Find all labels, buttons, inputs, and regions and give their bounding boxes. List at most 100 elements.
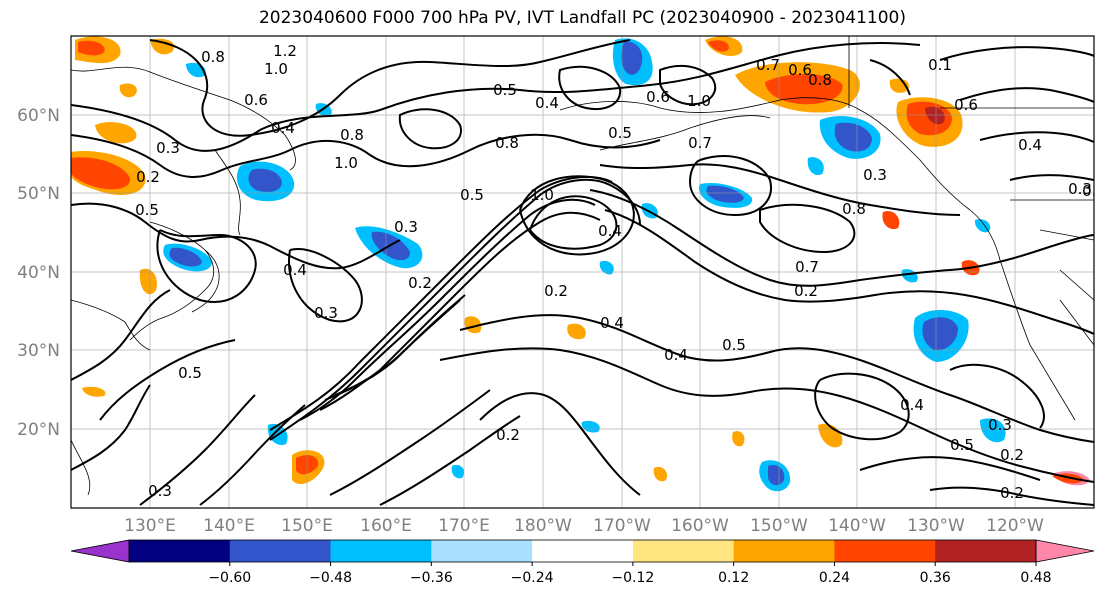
- lon-label: 150°E: [281, 516, 333, 536]
- lon-label: 170°W: [593, 516, 651, 536]
- shade-negative: [248, 168, 282, 192]
- shade-positive: [119, 83, 137, 98]
- contour-label: 0.5: [950, 436, 974, 454]
- contour-label: 0.2: [1000, 446, 1024, 464]
- contour-labels: 0.8 1.21.00.60.40.30.20.50.81.00.80.50.4 1…: [135, 42, 1094, 502]
- lon-label: 150°W: [750, 516, 808, 536]
- contour-label: 0.4: [535, 94, 559, 112]
- contour-label: 0.5: [135, 201, 159, 219]
- shade-positive: [567, 323, 586, 340]
- contour-label: 0.3: [156, 139, 180, 157]
- contour-label: 0.8: [201, 48, 225, 66]
- lon-label: 140°W: [828, 516, 886, 536]
- contour-label: 0.8: [495, 134, 519, 152]
- map-panel: 0.8 1.21.00.60.40.30.20.50.81.00.80.50.4 1…: [71, 36, 1094, 508]
- shade-positive: [925, 106, 945, 125]
- contour-label: 0.2: [794, 282, 818, 300]
- contour-label: 0.6: [244, 91, 268, 109]
- lat-label: 50°N: [17, 184, 60, 204]
- shade-positive: [765, 73, 843, 105]
- shade-positive: [139, 268, 157, 295]
- contour-label: 0.5: [722, 336, 746, 354]
- contour-label: 0.4: [900, 396, 924, 414]
- colorbar-tick-label: −0.24: [511, 570, 554, 586]
- shade-negative: [974, 219, 991, 233]
- contour-label: 0.1: [928, 56, 952, 74]
- shade-positive: [71, 157, 131, 190]
- colorbar-swatch: [129, 540, 231, 562]
- colorbar-swatch: [330, 540, 432, 562]
- shade-negative: [621, 41, 643, 75]
- contour-label: 0.2: [544, 282, 568, 300]
- contour-label: 1.0: [687, 92, 711, 110]
- shade-negative: [451, 464, 465, 479]
- shaded-regions: [71, 36, 1090, 492]
- contour-label: 0.5: [493, 81, 517, 99]
- lon-label: 140°E: [203, 516, 255, 536]
- shade-positive: [150, 38, 175, 55]
- colorbar-swatch: [733, 540, 835, 562]
- lon-label: 160°W: [671, 516, 729, 536]
- contour-label: 0.3: [988, 416, 1012, 434]
- shade-positive: [708, 40, 729, 52]
- colorbar-swatch: [532, 540, 634, 562]
- contour-label: 0.2: [496, 426, 520, 444]
- contour-label: 0.8: [340, 126, 364, 144]
- contour-label: 0.3: [394, 218, 418, 236]
- contour-label: 0.4: [664, 346, 688, 364]
- colorbar: −0.60 −0.48 −0.36 −0.24 −0.12 0.12 0.24 0.36 0.4…: [70, 539, 1095, 586]
- contour-label: 0.7: [688, 134, 712, 152]
- shade-negative: [980, 418, 1006, 443]
- contour-label: 0.8: [808, 71, 832, 89]
- lon-label: 130°E: [124, 516, 176, 536]
- lon-axis: 130°E 140°E 150°E 160°E 170°E 180°W 170°…: [124, 516, 1044, 536]
- colorbar-swatch: [632, 540, 735, 562]
- shade-negative: [834, 122, 872, 152]
- contour-label: 0.3: [314, 304, 338, 322]
- shade-negative: [807, 157, 824, 176]
- contour-label: 0.4: [1018, 136, 1042, 154]
- colorbar-tick-label: −0.60: [208, 570, 251, 586]
- shade-negative: [706, 185, 744, 203]
- coastlines: [71, 36, 1094, 496]
- contour-label: 0.7: [756, 56, 780, 74]
- colorbar-extension-max: [1035, 539, 1095, 563]
- lon-label: 160°E: [360, 516, 412, 536]
- shade-positive: [464, 316, 482, 334]
- colorbar-tick-label: 0.12: [718, 570, 749, 586]
- lat-label: 40°N: [17, 263, 60, 283]
- lat-axis: 60°N 50°N 40°N 30°N 20°N: [17, 106, 60, 440]
- shade-negative: [922, 317, 958, 351]
- lon-label: 120°W: [986, 516, 1044, 536]
- shade-negative: [169, 247, 202, 267]
- contour-label: 0.6: [646, 88, 670, 106]
- lon-label: 130°W: [907, 516, 965, 536]
- shade-negative: [768, 464, 785, 486]
- contour-label: 0.3: [148, 482, 172, 500]
- contour-label: 0.2: [408, 274, 432, 292]
- colorbar-tick-label: −0.12: [611, 570, 654, 586]
- colorbar-tick-label: −0.36: [410, 570, 453, 586]
- contour-label: 0.4: [271, 119, 295, 137]
- contour-label: 0.6: [788, 61, 812, 79]
- colorbar-tick-label: 0.48: [1020, 570, 1051, 586]
- contour-label: 0.3: [863, 166, 887, 184]
- contour-label: 0.5: [460, 186, 484, 204]
- contour-label: 1.2: [273, 42, 297, 60]
- colorbar-extension-min: [70, 539, 130, 563]
- map-frame: [70, 35, 1095, 509]
- colorbar-tick-label: 0.36: [920, 570, 951, 586]
- shade-positive: [78, 40, 105, 56]
- colorbar-swatch: [431, 540, 533, 562]
- lon-label: 180°W: [514, 516, 572, 536]
- contour-label: 1.0: [264, 60, 288, 78]
- colorbar-swatch: [935, 540, 1037, 562]
- contour-label: 0.7: [795, 258, 819, 276]
- contour-label: 0.5: [608, 124, 632, 142]
- shade-positive: [882, 211, 900, 230]
- contour-label: 0.2: [136, 168, 160, 186]
- colorbar-swatch: [834, 540, 936, 562]
- shade-negative: [581, 420, 600, 433]
- colorbar-tick-label: 0.24: [819, 570, 850, 586]
